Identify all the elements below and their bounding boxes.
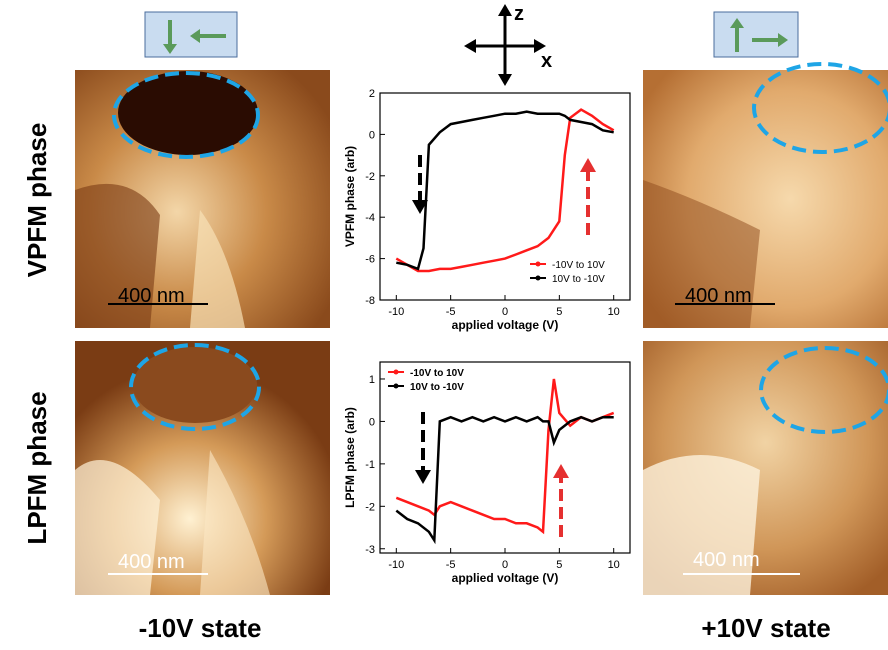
y-tick-label: 1 bbox=[369, 374, 375, 386]
row-label: LPFM phase bbox=[22, 391, 52, 544]
legend-marker bbox=[535, 275, 541, 281]
scale-bar-label: 400 nm bbox=[118, 551, 185, 573]
x-tick-label: 5 bbox=[556, 559, 562, 571]
x-tick-label: 0 bbox=[502, 559, 508, 571]
axis-label-z: z bbox=[514, 3, 524, 25]
y-tick-label: -4 bbox=[365, 212, 375, 224]
y-tick-label: -1 bbox=[365, 459, 375, 471]
y-tick-label: -2 bbox=[365, 501, 375, 513]
legend-label: -10V to 10V bbox=[410, 368, 464, 379]
x-tick-label: -10 bbox=[388, 306, 404, 318]
switch-arrow bbox=[412, 155, 596, 537]
x-axis-label: applied voltage (V) bbox=[452, 571, 559, 585]
axis-label-x: x bbox=[541, 50, 552, 72]
x-tick-label: -10 bbox=[388, 559, 404, 571]
afm-image bbox=[75, 341, 330, 595]
data-line bbox=[395, 415, 614, 545]
column-label: +10V state bbox=[701, 613, 830, 643]
column-label: -10V state bbox=[139, 613, 262, 643]
y-tick-label: 2 bbox=[369, 88, 375, 100]
y-tick-label: -2 bbox=[365, 171, 375, 183]
row-label: VPFM phase bbox=[22, 123, 52, 278]
polarization-icon bbox=[713, 11, 799, 58]
data-line bbox=[396, 110, 614, 271]
data-line bbox=[395, 378, 615, 535]
y-axis-label: VPFM phase (arb) bbox=[343, 146, 357, 247]
legend-marker bbox=[535, 261, 541, 267]
polarization-icon bbox=[144, 11, 238, 58]
x-tick-label: 5 bbox=[556, 306, 562, 318]
x-tick-label: -5 bbox=[446, 306, 456, 318]
y-axis-label: LPFM phase (arb) bbox=[343, 407, 357, 508]
legend-label: 10V to -10V bbox=[410, 382, 464, 393]
scale-bar-label: 400 nm bbox=[685, 285, 752, 307]
legend-label: 10V to -10V bbox=[552, 274, 605, 285]
scale-bar-label: 400 nm bbox=[118, 285, 185, 307]
axes-icon bbox=[464, 4, 546, 86]
x-tick-label: -5 bbox=[446, 559, 456, 571]
y-tick-label: -6 bbox=[365, 254, 375, 266]
y-tick-label: -3 bbox=[365, 544, 375, 556]
legend-marker bbox=[393, 369, 399, 375]
x-tick-label: 0 bbox=[502, 306, 508, 318]
x-axis-label: applied voltage (V) bbox=[452, 318, 559, 332]
data-line bbox=[395, 108, 615, 273]
legend-marker bbox=[393, 383, 399, 389]
y-tick-label: -8 bbox=[365, 295, 375, 307]
y-tick-label: 0 bbox=[369, 129, 375, 141]
scale-bar-label: 400 nm bbox=[693, 549, 760, 571]
afm-image bbox=[643, 62, 888, 328]
x-tick-label: 10 bbox=[608, 306, 620, 318]
afm-image bbox=[75, 70, 330, 328]
afm-image bbox=[643, 341, 888, 595]
x-tick-label: 10 bbox=[608, 559, 620, 571]
y-tick-label: 0 bbox=[369, 416, 375, 428]
legend-label: -10V to 10V bbox=[552, 260, 605, 271]
